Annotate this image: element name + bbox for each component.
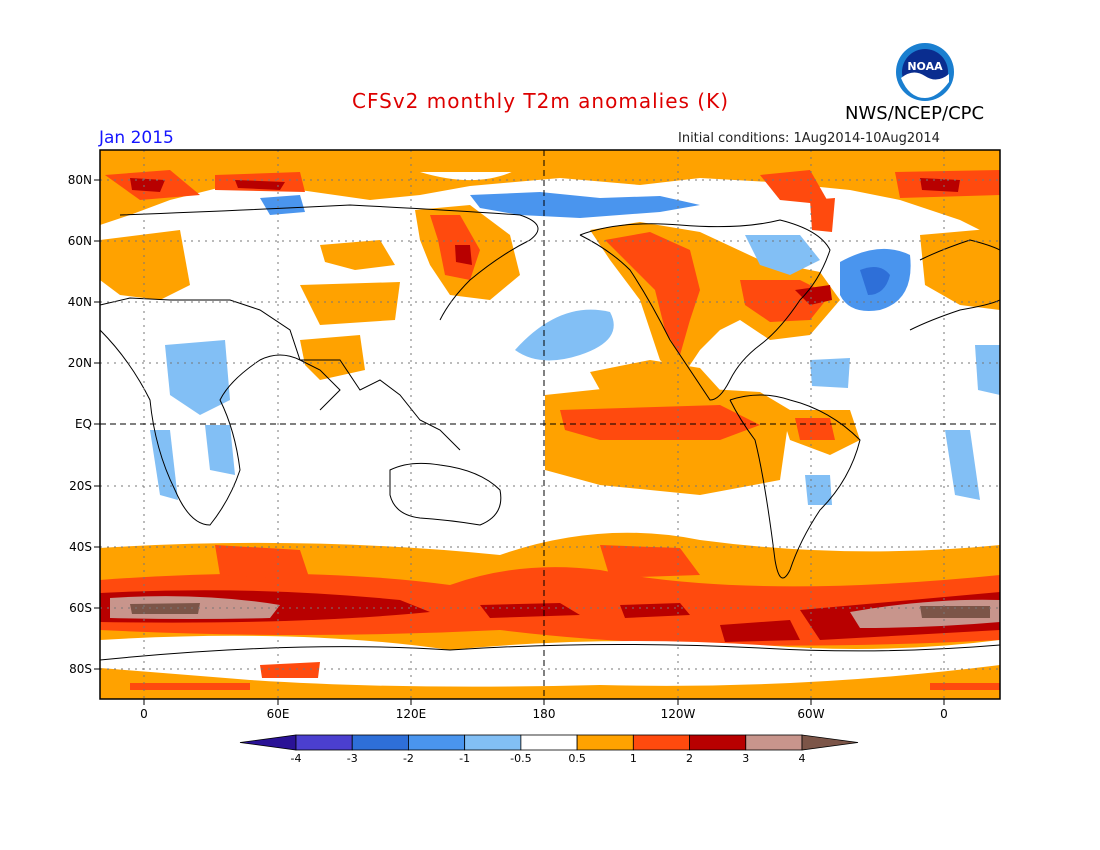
colorbar-tick-label: 0.5	[568, 752, 586, 765]
map-title: CFSv2 monthly T2m anomalies (K)	[352, 89, 729, 113]
colorbar-swatch	[632, 734, 690, 751]
lat-label: EQ	[75, 417, 92, 431]
target-month-label: Jan 2015	[99, 128, 174, 148]
lat-label: 60N	[68, 234, 92, 248]
lon-label: 120W	[661, 707, 696, 721]
colorbar-swatch	[745, 734, 803, 751]
map-area	[100, 150, 1000, 699]
canada-cold-anomaly	[745, 235, 911, 388]
colorbar-tick-label: 4	[799, 752, 806, 765]
colorbar-swatch	[408, 734, 466, 751]
colorbar-swatch	[295, 734, 353, 751]
colorbar-tick-label: 3	[742, 752, 749, 765]
longitude-labels: 0 60E 120E 180 120W 60W 0	[140, 707, 948, 721]
colorbar: -4 -3 -2 -1 -0.5 0.5 1 2 3 4	[239, 734, 859, 765]
north-pacific-cold-anomaly	[515, 309, 614, 361]
colorbar-swatch	[351, 734, 409, 751]
lon-label: 120E	[396, 707, 427, 721]
lat-label: 40S	[69, 540, 92, 554]
colorbar-swatch	[689, 734, 747, 751]
tropical-pacific-warm-anomaly	[545, 360, 790, 495]
lat-label: 20N	[68, 356, 92, 370]
lat-label: 80N	[68, 173, 92, 187]
colorbar-swatch	[520, 734, 578, 751]
initial-conditions-label: Initial conditions: 1Aug2014-10Aug2014	[678, 131, 940, 146]
colorbar-tick-label: -4	[291, 752, 302, 765]
lat-label: 20S	[69, 479, 92, 493]
lon-label: 60E	[267, 707, 290, 721]
colorbar-swatch	[576, 734, 634, 751]
arctic-cold-anomaly	[470, 192, 700, 218]
africa-cold-anomaly	[150, 340, 1000, 500]
colorbar-min-arrow	[239, 734, 297, 751]
coastlines	[100, 204, 1000, 661]
colorbar-tick-label: 2	[686, 752, 693, 765]
equator-dateline	[100, 150, 1000, 699]
europe-warm-anomaly	[100, 228, 1000, 310]
colorbar-swatch	[464, 734, 522, 751]
lat-label: 80S	[69, 662, 92, 676]
lon-label: 0	[940, 707, 948, 721]
colorbar-tick-label: -2	[403, 752, 414, 765]
colorbar-tick-label: -3	[347, 752, 358, 765]
colorbar-tick-label: -1	[459, 752, 470, 765]
colorbar-max-arrow	[801, 734, 859, 751]
latitude-labels: 80N 60N 40N 20N EQ 20S 40S 60S 80S	[68, 173, 92, 676]
arctic-warm-anomaly	[100, 150, 1000, 240]
north-america-warm-anomaly	[590, 198, 840, 380]
lat-label: 60S	[69, 601, 92, 615]
lon-label: 60W	[797, 707, 824, 721]
lat-label: 40N	[68, 295, 92, 309]
east-asia-warm-anomaly	[300, 205, 520, 380]
lon-label: 0	[140, 707, 148, 721]
agency-label: NWS/NCEP/CPC	[845, 103, 985, 124]
noaa-logo-text: NOAA	[907, 60, 943, 73]
noaa-logo: NOAA	[896, 43, 954, 101]
colorbar-tick-label: -0.5	[510, 752, 531, 765]
lon-label: 180	[533, 707, 556, 721]
colorbar-tick-label: 1	[630, 752, 637, 765]
